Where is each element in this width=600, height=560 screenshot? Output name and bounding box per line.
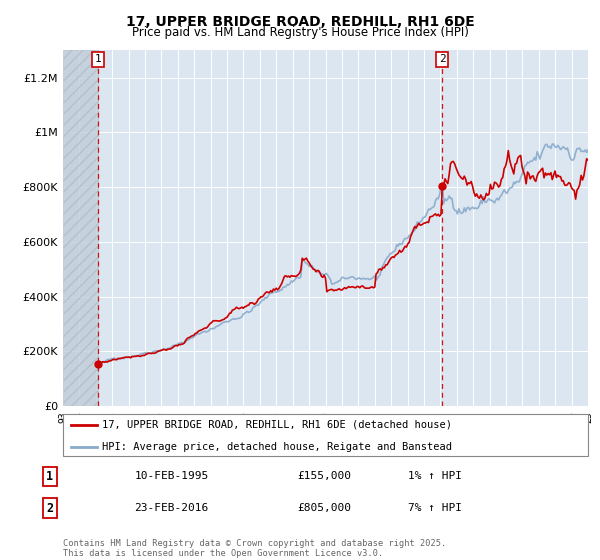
- Text: 1% ↑ HPI: 1% ↑ HPI: [408, 472, 462, 482]
- Text: 7% ↑ HPI: 7% ↑ HPI: [408, 503, 462, 513]
- Text: 1: 1: [94, 54, 101, 64]
- Text: 2: 2: [439, 54, 446, 64]
- Text: 2: 2: [46, 502, 53, 515]
- Text: 10-FEB-1995: 10-FEB-1995: [134, 472, 208, 482]
- Bar: [63, 50, 98, 406]
- Text: 17, UPPER BRIDGE ROAD, REDHILL, RH1 6DE (detached house): 17, UPPER BRIDGE ROAD, REDHILL, RH1 6DE …: [103, 420, 452, 430]
- Text: HPI: Average price, detached house, Reigate and Banstead: HPI: Average price, detached house, Reig…: [103, 442, 452, 452]
- Text: 1: 1: [46, 470, 53, 483]
- Text: Price paid vs. HM Land Registry's House Price Index (HPI): Price paid vs. HM Land Registry's House …: [131, 26, 469, 39]
- Text: 23-FEB-2016: 23-FEB-2016: [134, 503, 208, 513]
- Text: Contains HM Land Registry data © Crown copyright and database right 2025.
This d: Contains HM Land Registry data © Crown c…: [63, 539, 446, 558]
- FancyBboxPatch shape: [63, 414, 588, 456]
- Text: £155,000: £155,000: [297, 472, 351, 482]
- Text: £805,000: £805,000: [297, 503, 351, 513]
- Text: 17, UPPER BRIDGE ROAD, REDHILL, RH1 6DE: 17, UPPER BRIDGE ROAD, REDHILL, RH1 6DE: [125, 15, 475, 29]
